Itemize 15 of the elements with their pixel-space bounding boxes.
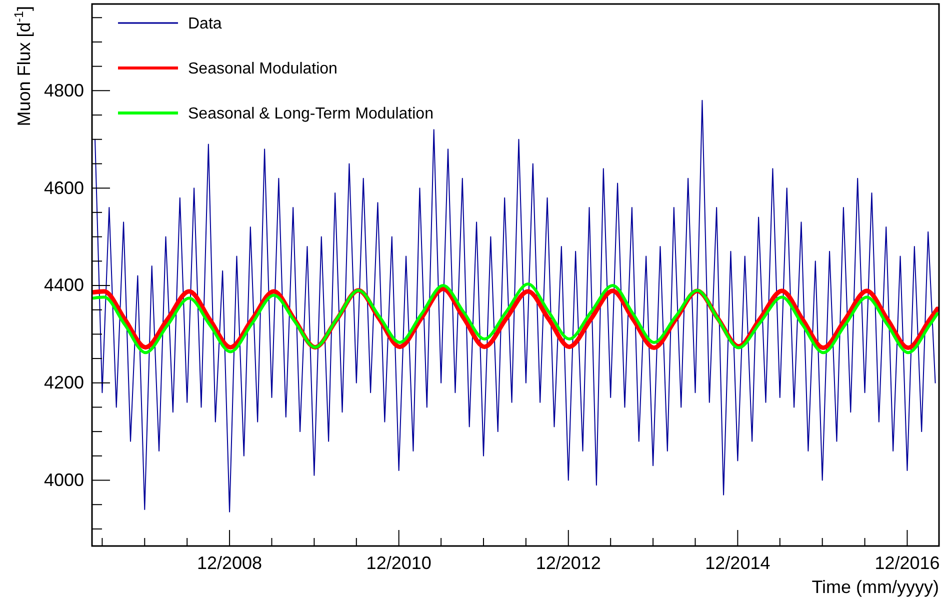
- y-tick-label: 4600: [44, 178, 84, 198]
- legend-label: Seasonal Modulation: [188, 60, 338, 78]
- line-series: [94, 100, 936, 512]
- y-tick-label: 4200: [44, 372, 84, 393]
- x-tick-label: 12/2014: [705, 552, 770, 573]
- y-tick-label: 4400: [44, 275, 84, 296]
- x-tick-label: 12/2012: [536, 552, 601, 573]
- x-tick-label: 12/2016: [874, 552, 940, 573]
- x-tick-label: 12/2010: [366, 552, 432, 573]
- x-axis-title: Time (mm/yyyy): [812, 577, 939, 597]
- legend-label: Data: [188, 16, 222, 33]
- y-tick-label: 4800: [44, 80, 84, 100]
- y-tick-label: 4000: [44, 470, 84, 490]
- x-tick-label: 12/2008: [196, 552, 262, 573]
- legend-label: Seasonal & Long-Term Modulation: [188, 106, 434, 123]
